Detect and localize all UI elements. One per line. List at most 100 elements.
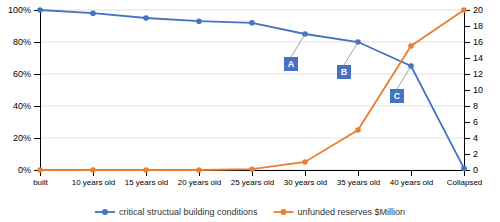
y-axis: 0% 20% 40% 60% 80% 100% — [8, 5, 41, 175]
point — [355, 127, 361, 133]
grid-line — [40, 138, 464, 139]
tick-mark — [464, 106, 470, 107]
grid — [40, 10, 464, 170]
tick-mark — [464, 74, 470, 75]
tick: 12 — [464, 69, 483, 79]
grid-line — [40, 106, 464, 107]
tick-mark — [34, 74, 40, 75]
tick-label: 18 — [473, 21, 483, 31]
tick-label: 4 — [473, 133, 478, 143]
tick-mark — [464, 58, 470, 59]
legend-item: critical structual building conditions — [95, 207, 258, 217]
legend-marker — [102, 209, 108, 215]
tick-label: 40 years old — [390, 178, 434, 187]
annotation-connector — [397, 66, 411, 89]
tick-label: 25 years old — [231, 178, 275, 187]
tick-label: 2 — [473, 149, 478, 159]
point — [90, 10, 96, 16]
annotations: A B C — [284, 34, 411, 103]
plot-area: built 10 years old 15 years old 20 years ol… — [8, 5, 483, 186]
tick: 40 years old — [390, 170, 434, 187]
tick-label: 6 — [473, 117, 478, 127]
tick-mark — [34, 138, 40, 139]
tick: 25 years old — [231, 170, 275, 187]
axis-line — [465, 11, 471, 171]
tick-mark — [464, 90, 470, 91]
tick-mark — [358, 170, 359, 176]
tick: 60% — [13, 69, 40, 79]
tick-label: 20 — [473, 5, 483, 15]
tick: 14 — [464, 53, 483, 63]
annotation-box — [284, 57, 298, 71]
series-line — [40, 10, 464, 170]
tick: 2 — [464, 149, 478, 159]
tick-label: Collapsed — [447, 178, 483, 187]
tick-label: 35 years old — [337, 178, 381, 187]
tick-mark — [464, 122, 470, 123]
point — [143, 15, 149, 21]
tick-label: 20% — [13, 133, 31, 143]
annotation-text: B — [341, 67, 348, 77]
tick-label: 80% — [13, 37, 31, 47]
tick-label: 30 years old — [284, 178, 328, 187]
point — [196, 18, 202, 24]
tick-label: 20 years old — [178, 178, 222, 187]
tick-label: 10 years old — [72, 178, 116, 187]
tick-mark — [464, 26, 470, 27]
series-line — [40, 10, 464, 168]
point — [143, 167, 149, 173]
legend: critical structual building conditions un… — [95, 207, 405, 217]
tick: 100% — [8, 5, 40, 15]
axis-line — [34, 11, 41, 171]
grid-line — [40, 74, 464, 75]
tick: 16 — [464, 37, 483, 47]
annotation-text: A — [288, 59, 295, 69]
tick-mark — [464, 138, 470, 139]
legend-label: unfunded reserves $Million — [298, 207, 406, 217]
point — [302, 159, 308, 165]
tick-label: 15 years old — [125, 178, 169, 187]
annotation-box — [390, 89, 404, 103]
tick: 0% — [18, 165, 40, 175]
tick-label: 40% — [13, 101, 31, 111]
tick-label: 14 — [473, 53, 483, 63]
series-group — [37, 7, 467, 173]
tick-mark — [464, 154, 470, 155]
tick: 20 — [464, 5, 483, 15]
tick-label: 10 — [473, 85, 483, 95]
chart: built 10 years old 15 years old 20 years ol… — [0, 0, 500, 222]
tick-label: 100% — [8, 5, 31, 15]
tick: 35 years old — [337, 170, 381, 187]
legend-item: unfunded reserves $Million — [274, 207, 406, 217]
tick: 18 — [464, 21, 483, 31]
annotation-connector — [344, 42, 358, 65]
tick: 8 — [464, 101, 478, 111]
point — [196, 167, 202, 173]
tick: 30 years old — [284, 170, 328, 187]
annotation-text: C — [394, 91, 401, 101]
legend-label: critical structual building conditions — [119, 207, 258, 217]
grid-line — [40, 10, 464, 11]
legend-marker — [281, 209, 287, 215]
annotation-box — [337, 65, 351, 79]
tick: 20% — [13, 133, 40, 143]
tick-label: 16 — [473, 37, 483, 47]
tick-mark — [464, 42, 470, 43]
tick-mark — [305, 170, 306, 176]
point — [90, 167, 96, 173]
grid-line — [40, 42, 464, 43]
point — [249, 20, 255, 26]
tick: 4 — [464, 133, 478, 143]
tick-label: 12 — [473, 69, 483, 79]
y2-axis: 0 2 4 6 8 10 12 14 16 18 20 — [464, 5, 483, 175]
tick-label: 0% — [18, 165, 31, 175]
tick-label: 0 — [473, 165, 478, 175]
tick-mark — [34, 106, 40, 107]
point — [408, 43, 414, 49]
tick: 10 — [464, 85, 483, 95]
annotation-connector — [291, 34, 305, 57]
tick-label: 60% — [13, 69, 31, 79]
tick-label: built — [33, 178, 48, 187]
tick-mark — [411, 170, 412, 176]
tick-label: 8 — [473, 101, 478, 111]
